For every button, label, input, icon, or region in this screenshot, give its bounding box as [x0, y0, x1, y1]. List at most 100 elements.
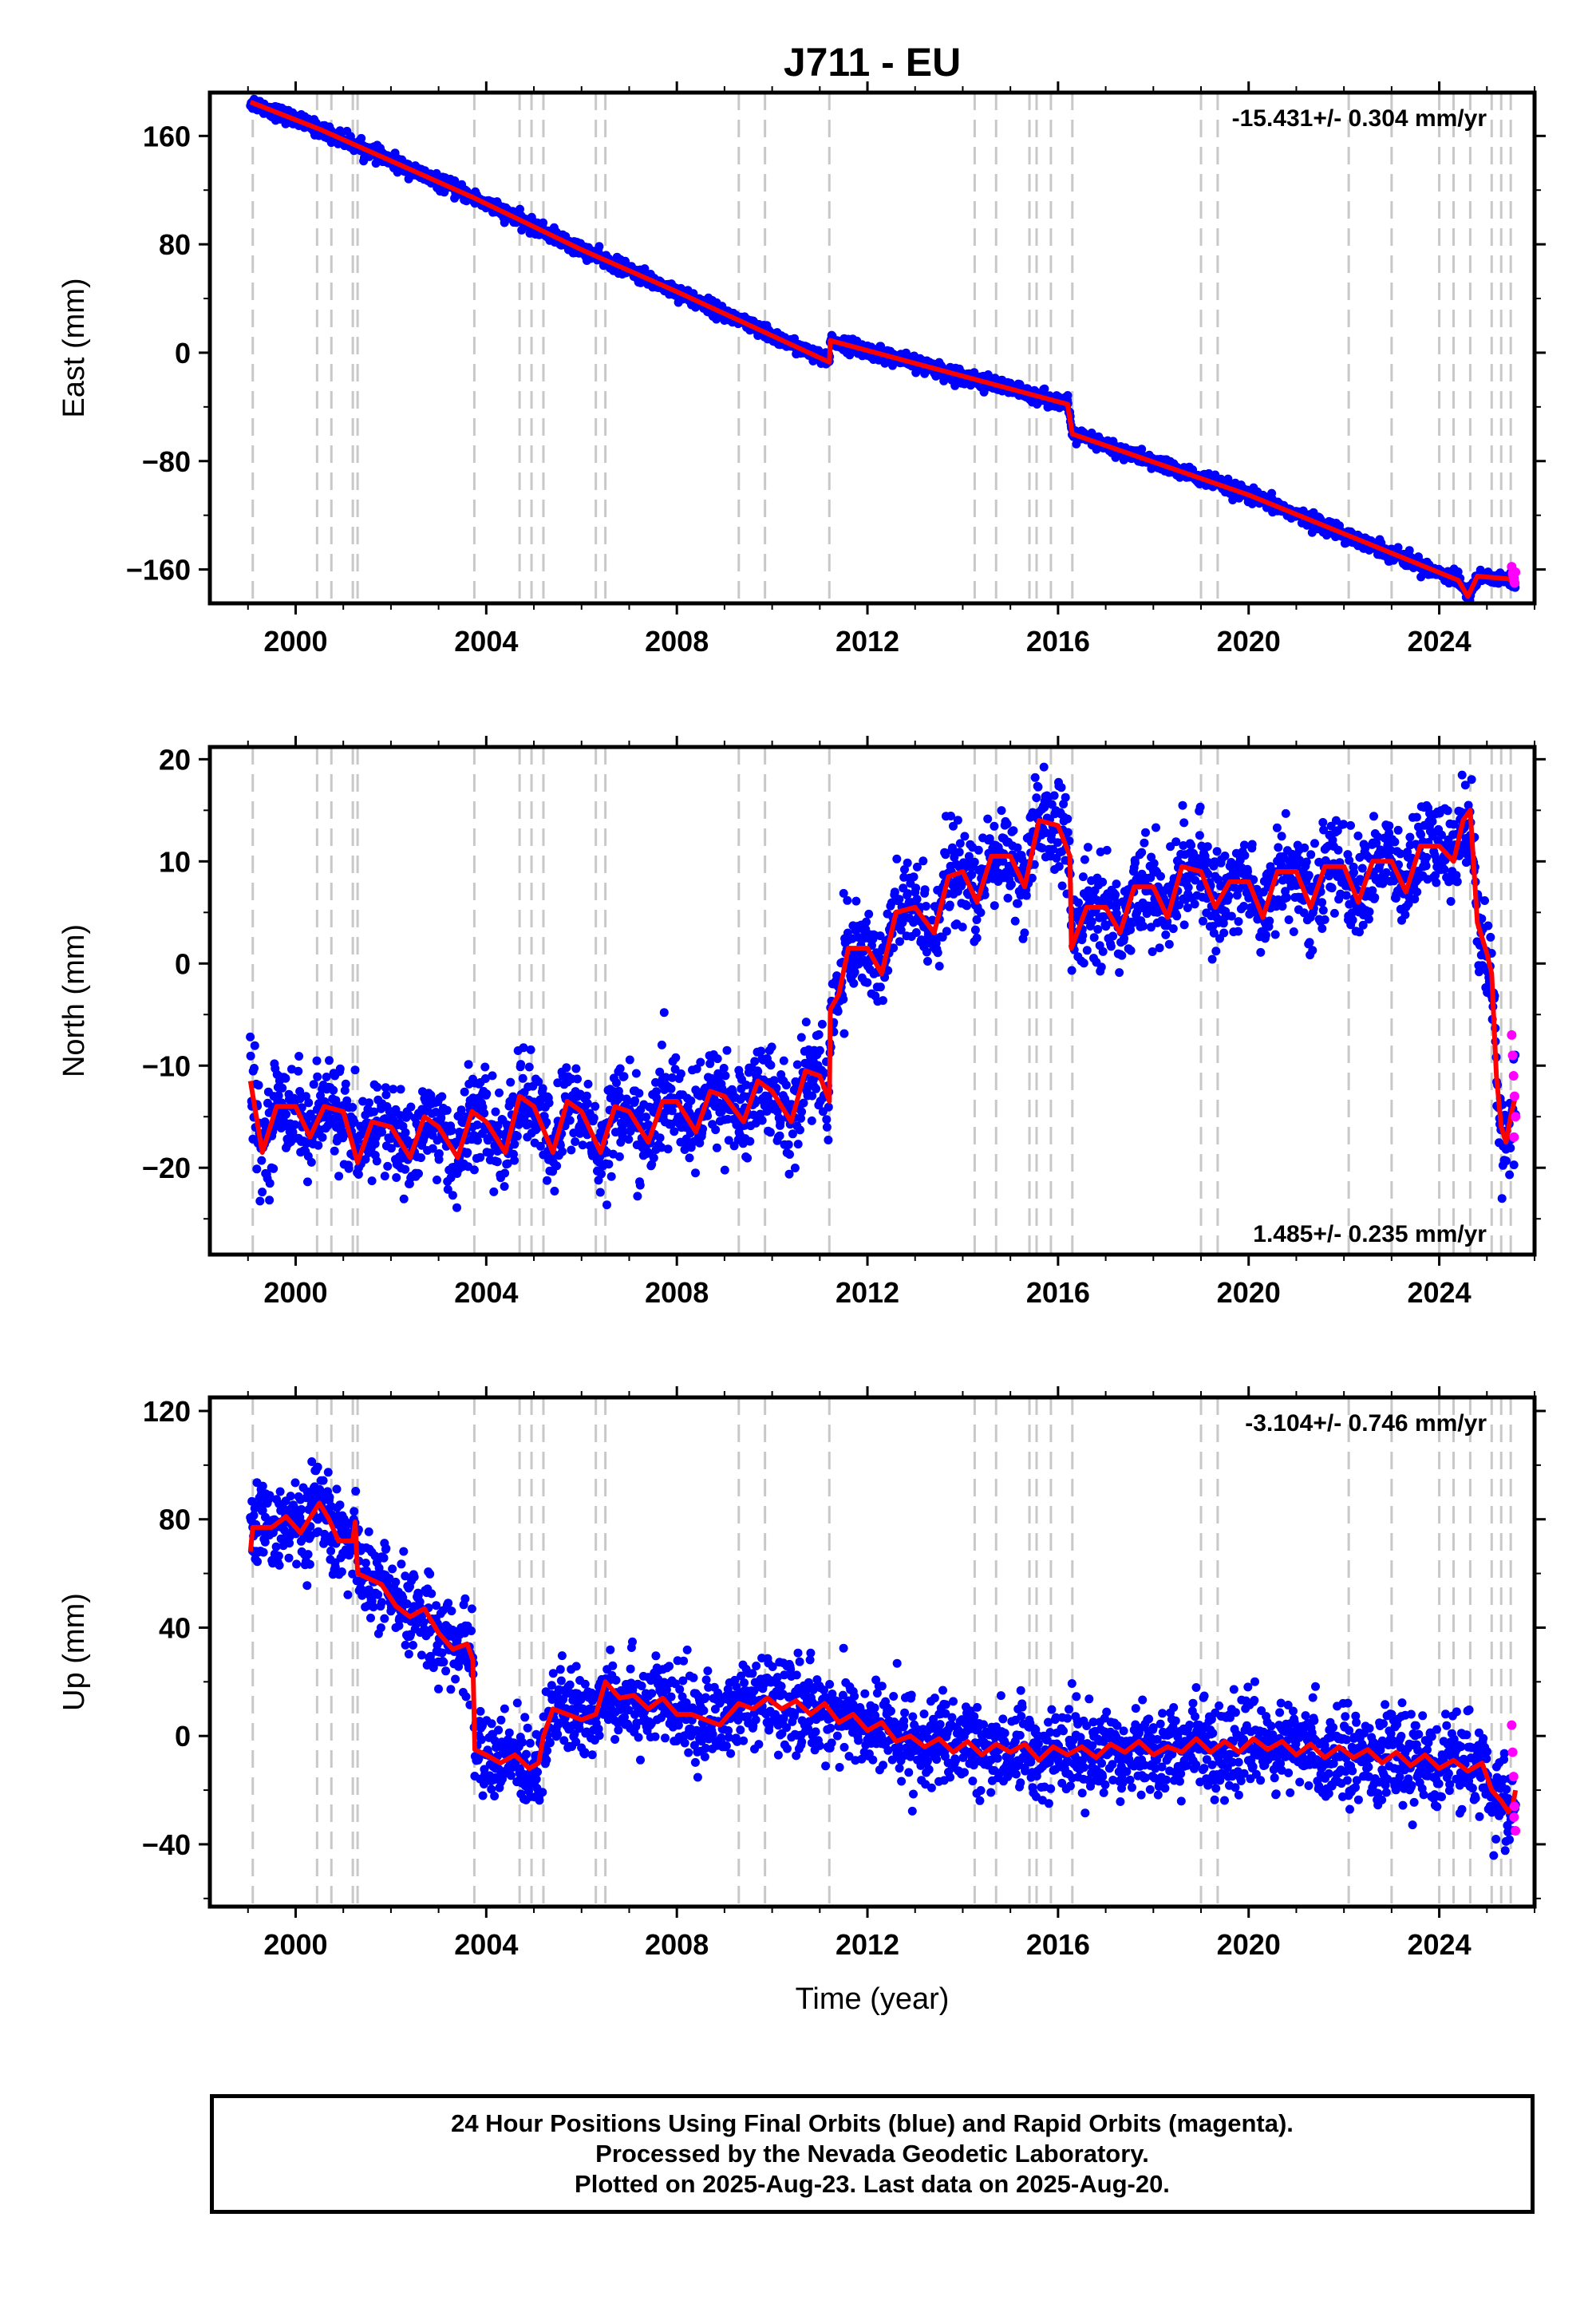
data-point — [703, 1111, 713, 1120]
data-point — [997, 806, 1006, 816]
data-point — [503, 1159, 512, 1168]
data-point — [1300, 843, 1310, 852]
data-point — [1096, 962, 1106, 972]
data-point — [666, 1084, 676, 1093]
data-point — [1227, 911, 1236, 921]
data-point — [1117, 951, 1127, 960]
data-point — [1146, 873, 1156, 883]
data-point — [779, 1056, 788, 1065]
data-point — [354, 1170, 363, 1179]
data-point — [519, 1043, 528, 1053]
y-tick-label: 160 — [143, 120, 191, 152]
data-point — [923, 957, 932, 966]
data-point — [612, 1078, 621, 1088]
data-point — [691, 1168, 700, 1178]
data-point — [985, 834, 994, 844]
data-point — [1305, 938, 1314, 947]
data-point — [472, 1120, 482, 1129]
data-point — [506, 1077, 516, 1087]
data-point — [822, 1115, 832, 1124]
x-tick-label: 2020 — [1217, 625, 1281, 658]
data-point — [862, 917, 871, 927]
data-point — [334, 1172, 344, 1181]
data-point — [1002, 820, 1012, 828]
data-point — [1272, 823, 1282, 832]
data-point — [676, 1069, 685, 1078]
data-point — [1224, 891, 1234, 901]
data-point — [820, 1069, 829, 1078]
data-point — [1299, 908, 1309, 918]
data-point — [785, 1150, 794, 1159]
data-point — [325, 1056, 334, 1065]
data-point — [578, 1140, 587, 1150]
data-point — [618, 1127, 628, 1136]
data-point — [698, 1124, 708, 1133]
data-point — [1079, 958, 1088, 968]
data-point — [1080, 855, 1089, 864]
data-point — [480, 1074, 490, 1083]
data-point — [377, 1128, 386, 1137]
data-point — [895, 895, 904, 904]
data-point — [1317, 924, 1327, 933]
data-point — [1140, 838, 1149, 848]
data-point — [879, 996, 887, 1006]
data-point — [839, 888, 848, 898]
data-point — [671, 1053, 681, 1062]
data-point — [1063, 814, 1073, 824]
data-point — [373, 1082, 382, 1092]
data-point — [1063, 391, 1073, 400]
data-point — [1102, 845, 1112, 855]
data-point — [274, 1091, 283, 1101]
data-point — [1183, 883, 1193, 892]
data-point — [1054, 862, 1064, 871]
data-point — [824, 1102, 833, 1112]
data-point — [1137, 445, 1147, 454]
data-point — [510, 1140, 519, 1149]
data-point — [312, 1056, 322, 1065]
data-point — [1289, 927, 1298, 936]
data-point — [1106, 942, 1116, 951]
data-point — [839, 1029, 849, 1038]
data-point — [340, 1085, 350, 1095]
data-point — [552, 1161, 562, 1171]
data-point — [793, 1140, 803, 1149]
data-point — [1220, 852, 1230, 860]
data-point — [524, 1062, 534, 1072]
data-point — [480, 1109, 489, 1118]
data-point — [514, 1120, 523, 1129]
data-point — [406, 1102, 416, 1112]
data-point — [1306, 850, 1316, 860]
east-rate-label: -15.431+/- 0.304 mm/yr — [1232, 105, 1487, 132]
data-point — [920, 885, 930, 895]
data-point — [595, 242, 604, 251]
data-point — [489, 1187, 499, 1196]
data-point — [1063, 828, 1073, 837]
data-point — [431, 1108, 440, 1117]
data-point — [903, 858, 912, 868]
data-point — [1211, 947, 1221, 956]
data-point — [1234, 884, 1243, 894]
data-point — [1277, 832, 1286, 841]
data-point — [990, 821, 999, 831]
data-point — [953, 816, 962, 825]
data-point — [635, 1180, 645, 1190]
data-point — [1209, 928, 1219, 938]
data-point — [814, 1030, 824, 1039]
data-point — [1203, 842, 1212, 852]
data-point — [571, 1064, 581, 1073]
data-point — [659, 1008, 669, 1018]
data-point — [446, 1173, 456, 1183]
data-point — [510, 1156, 519, 1165]
data-point — [970, 925, 980, 935]
data-point — [900, 865, 909, 874]
data-point — [799, 1098, 808, 1108]
data-point — [518, 1073, 527, 1083]
data-point — [569, 1128, 579, 1138]
data-point — [757, 1116, 767, 1125]
data-point — [434, 1149, 444, 1158]
data-point — [1203, 869, 1213, 879]
data-point — [933, 948, 942, 958]
data-point — [254, 1081, 263, 1090]
data-point — [482, 1089, 492, 1099]
data-point — [252, 1164, 262, 1174]
